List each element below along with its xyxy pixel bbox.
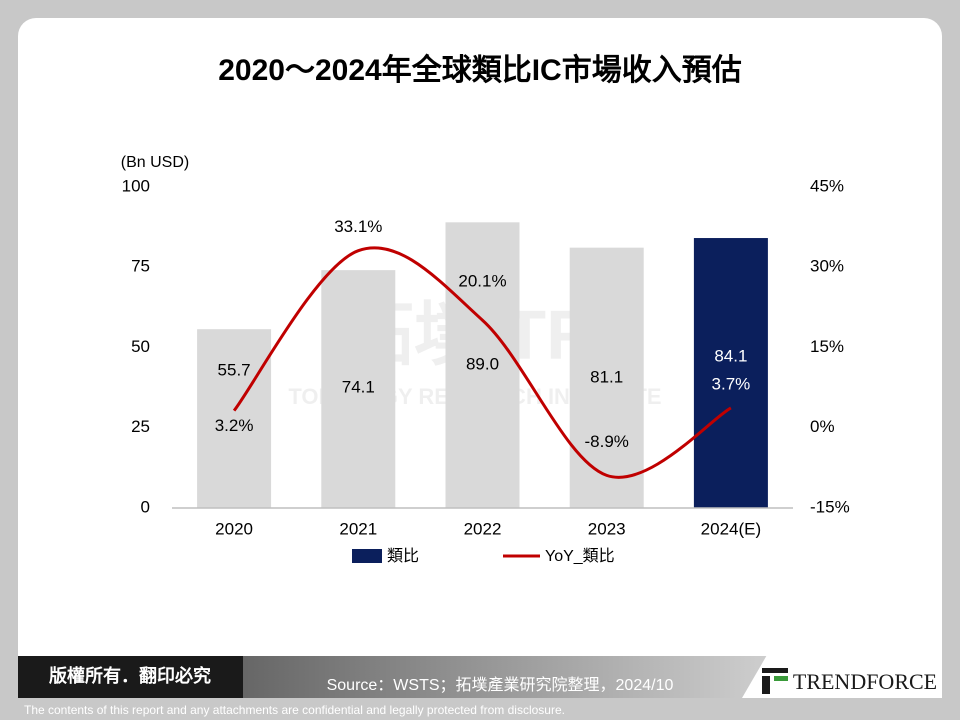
legend-label: YoY_類比 bbox=[545, 547, 615, 565]
bar-value-label: 81.1 bbox=[590, 367, 623, 386]
bar-value-label: 84.1 bbox=[714, 346, 747, 365]
legend-swatch bbox=[352, 549, 382, 563]
y-tick-label: 100 bbox=[122, 176, 150, 195]
logo-icon bbox=[774, 676, 788, 681]
rights: 版權所有．翻印必究 bbox=[49, 665, 211, 686]
x-tick-label: 2021 bbox=[339, 519, 377, 538]
source: Source：WSTS；拓墣產業研究院整理，2024/10 bbox=[327, 676, 674, 694]
plot: 拓墣 TRiTOPOLOGY RESEARCH INSTITUTE0255075… bbox=[122, 176, 850, 565]
y-tick-label: 50 bbox=[131, 337, 150, 356]
bar-value-label: 74.1 bbox=[342, 377, 375, 396]
bar bbox=[197, 329, 272, 508]
x-tick-label: 2023 bbox=[588, 519, 626, 538]
y-unit-label: (Bn USD) bbox=[121, 154, 189, 171]
y-tick-label: 25 bbox=[131, 417, 150, 436]
x-tick-label: 2022 bbox=[464, 519, 502, 538]
bar bbox=[693, 238, 768, 508]
bar-value-label: 55.7 bbox=[218, 360, 251, 379]
y-tick-label: 0 bbox=[141, 497, 150, 516]
logo-icon bbox=[762, 668, 788, 673]
line-value-label: -8.9% bbox=[584, 432, 628, 451]
x-tick-label: 2024(E) bbox=[701, 519, 761, 538]
bar bbox=[569, 247, 644, 508]
chart-title: 2020～2024年全球類比IC市場收入預估 bbox=[218, 53, 741, 87]
y-tick-label: 75 bbox=[131, 257, 150, 276]
y2-tick-label: 0% bbox=[810, 417, 835, 436]
logo-icon bbox=[762, 676, 770, 694]
logo: TRENDFORCE bbox=[793, 669, 937, 694]
rights-box bbox=[18, 656, 243, 698]
line-value-label: 3.7% bbox=[712, 374, 751, 393]
y2-tick-label: 45% bbox=[810, 176, 844, 195]
x-tick-label: 2020 bbox=[215, 519, 253, 538]
line-value-label: 3.2% bbox=[215, 416, 254, 435]
y2-tick-label: 30% bbox=[810, 257, 844, 276]
y2-tick-label: -15% bbox=[810, 497, 850, 516]
line-value-label: 33.1% bbox=[334, 217, 382, 236]
line-value-label: 20.1% bbox=[458, 272, 506, 291]
legend-label: 類比 bbox=[387, 547, 419, 565]
y2-tick-label: 15% bbox=[810, 337, 844, 356]
logo-bg bbox=[742, 636, 942, 698]
bar bbox=[321, 270, 396, 508]
line bbox=[232, 246, 732, 479]
disclaimer: The contents of this report and any atta… bbox=[24, 703, 565, 717]
bar-value-label: 89.0 bbox=[466, 354, 499, 373]
bar bbox=[445, 222, 520, 508]
